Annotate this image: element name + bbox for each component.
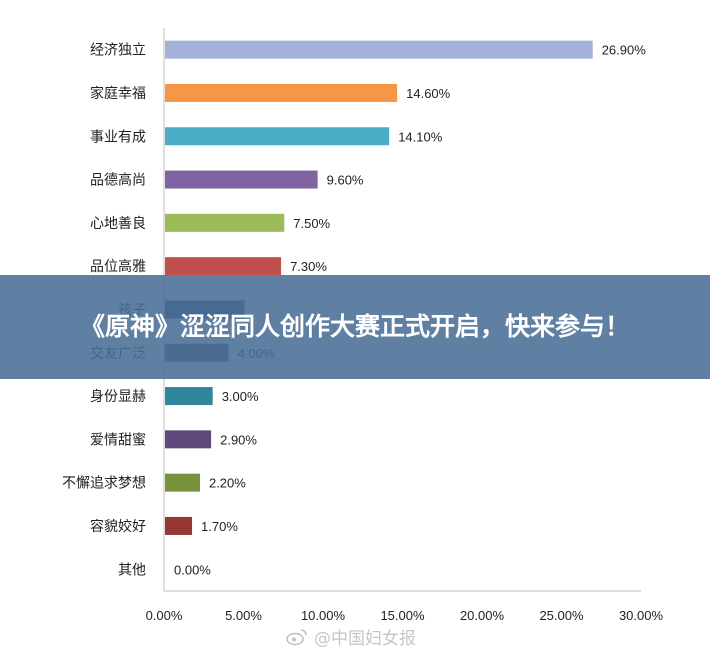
category-label: 不懈追求梦想 [62,475,146,492]
bar [165,127,390,146]
x-tick-label: 5.00% [225,608,262,623]
category-labels: 经济独立家庭幸福事业有成品德高尚心地善良品位高雅孩子交友广泛身份显赫爱情甜蜜不懈… [62,43,146,579]
bar [165,213,285,232]
x-tick-label: 30.00% [619,608,664,623]
category-label: 家庭幸福 [90,85,146,102]
data-label: 7.30% [290,259,327,274]
bar [165,257,282,276]
category-label: 身份显赫 [90,389,146,405]
banner-title: 《原神》涩涩同人创作大赛正式开启，快来参与！ [79,312,630,341]
category-label: 品德高尚 [90,172,146,189]
category-label: 容貌姣好 [90,518,146,535]
bar [165,170,318,189]
bar [165,430,212,449]
category-label: 事业有成 [90,129,146,145]
x-tick-label: 20.00% [460,608,505,623]
data-label: 2.20% [209,476,246,491]
data-label: 3.00% [222,389,259,404]
category-label: 爱情甜蜜 [90,432,146,448]
x-tick-label: 15.00% [380,608,425,623]
title-banner: 《原神》涩涩同人创作大赛正式开启，快来参与！ [0,275,710,379]
data-label: 1.70% [201,519,238,534]
x-tick-label: 10.00% [301,608,346,623]
category-label: 品位高雅 [90,258,146,275]
value-labels: 26.90%14.60%14.10%9.60%7.50%7.30%4.00%3.… [174,43,646,578]
bar [165,83,398,102]
category-label: 其他 [118,562,146,578]
data-label: 2.90% [220,432,257,447]
bar [165,516,193,535]
bar [165,387,213,406]
data-label: 9.60% [327,173,364,188]
x-tick-label: 0.00% [146,608,183,623]
watermark: @中国妇女报 [286,624,416,649]
data-label: 7.50% [293,216,330,231]
data-label: 0.00% [174,562,211,577]
x-tick-labels: 0.00% 5.00% 10.00% 15.00% 20.00% 25.00% 30.00% [146,608,664,623]
weibo-icon [286,628,307,645]
data-label: 14.10% [398,129,443,144]
data-label: 26.90% [602,43,647,58]
x-tick-label: 25.00% [539,608,584,623]
watermark-text: @中国妇女报 [314,629,416,649]
data-label: 14.60% [406,86,451,101]
category-label: 经济独立 [90,43,146,59]
bar [165,40,593,59]
category-label: 心地善良 [90,216,146,232]
bar [165,473,200,492]
